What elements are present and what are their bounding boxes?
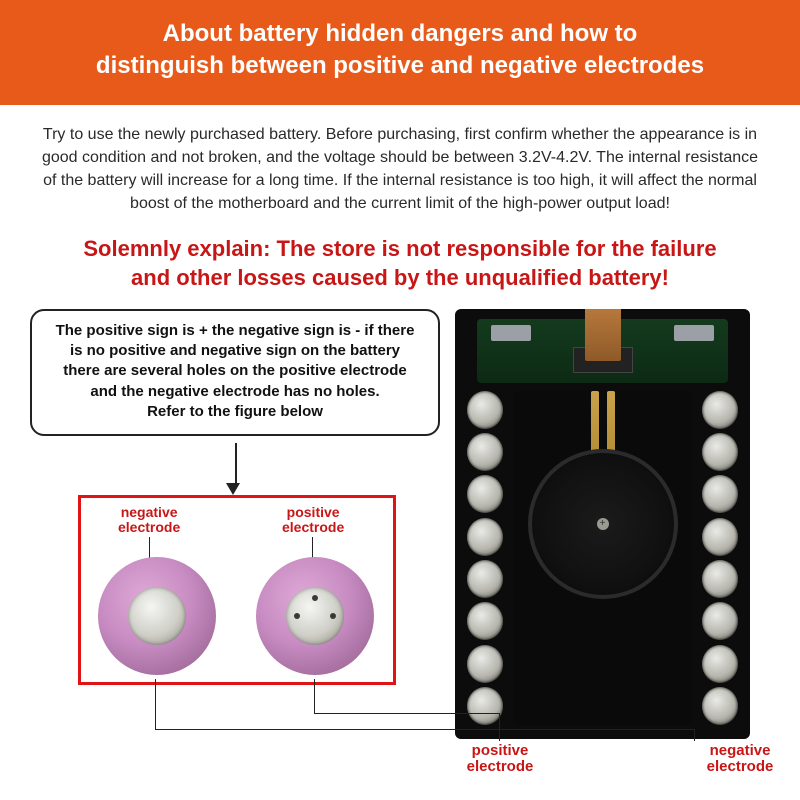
usb-port-icon [674, 325, 714, 341]
intro-paragraph: Try to use the newly purchased battery. … [0, 105, 800, 230]
label-neg-2: electrode [118, 519, 180, 535]
cap-inner-positive [286, 587, 344, 645]
cell-icon [467, 518, 503, 556]
cell-icon [702, 560, 738, 598]
powerbank-device [455, 309, 750, 739]
connector-line [499, 713, 500, 741]
electrode-note-box: The positive sign is + the negative sign… [30, 309, 440, 436]
label-pos-2: electrode [282, 519, 344, 535]
connector-line [155, 729, 695, 730]
cell-icon [702, 602, 738, 640]
battery-cap-positive [256, 557, 374, 675]
cell-icon [702, 645, 738, 683]
header-banner: About battery hidden dangers and how to … [0, 0, 800, 105]
arrow-down-icon [232, 443, 240, 495]
label-pos-b2: electrode [467, 758, 534, 775]
cell-icon [702, 518, 738, 556]
cap-inner-negative [128, 587, 186, 645]
header-line1: About battery hidden dangers and how to [163, 20, 638, 47]
cell-icon [702, 391, 738, 429]
warning-text: Solemnly explain: The store is not respo… [0, 230, 800, 307]
warning-line2: and other losses caused by the unqualifi… [131, 265, 669, 290]
connector-line [694, 729, 695, 741]
header-line2: distinguish between positive and negativ… [96, 52, 704, 79]
warning-line1: Solemnly explain: The store is not respo… [83, 236, 716, 261]
usb-port-icon [491, 325, 531, 341]
cell-icon [702, 687, 738, 725]
cell-icon [467, 645, 503, 683]
connector-line [155, 679, 156, 729]
device-strap [585, 309, 621, 361]
diagram-area: The positive sign is + the negative sign… [0, 307, 800, 775]
label-neg-1: negative [121, 504, 178, 520]
cell-icon [702, 475, 738, 513]
label-pos-b1: positive [472, 742, 529, 759]
cell-column-right [702, 391, 738, 725]
cell-icon [467, 475, 503, 513]
note-l3: there are several holes on the positive … [63, 362, 406, 379]
label-pos-1: positive [287, 504, 340, 520]
note-l1: The positive sign is + the negative sign… [56, 322, 415, 339]
label-positive-top: positive electrode [282, 505, 344, 536]
connector-line [314, 713, 500, 714]
label-positive-bottom: positive electrode [460, 743, 540, 776]
label-negative-top: negative electrode [118, 505, 180, 536]
wireless-coil-icon [528, 449, 678, 599]
cell-icon [467, 433, 503, 471]
label-neg-b1: negative [710, 742, 771, 759]
cell-icon [467, 560, 503, 598]
label-negative-bottom: negative electrode [700, 743, 780, 776]
cell-icon [467, 687, 503, 725]
note-l4: and the negative electrode has no holes. [90, 383, 379, 400]
cell-icon [467, 602, 503, 640]
label-neg-b2: electrode [707, 758, 774, 775]
screw-icon [597, 518, 609, 530]
battery-cap-negative [98, 557, 216, 675]
note-l2: is no positive and negative sign on the … [70, 342, 400, 359]
cell-column-left [467, 391, 503, 725]
device-center-plate [513, 391, 692, 725]
cell-icon [467, 391, 503, 429]
cell-icon [702, 433, 738, 471]
connector-line [314, 679, 315, 713]
note-l5: Refer to the figure below [147, 403, 323, 420]
